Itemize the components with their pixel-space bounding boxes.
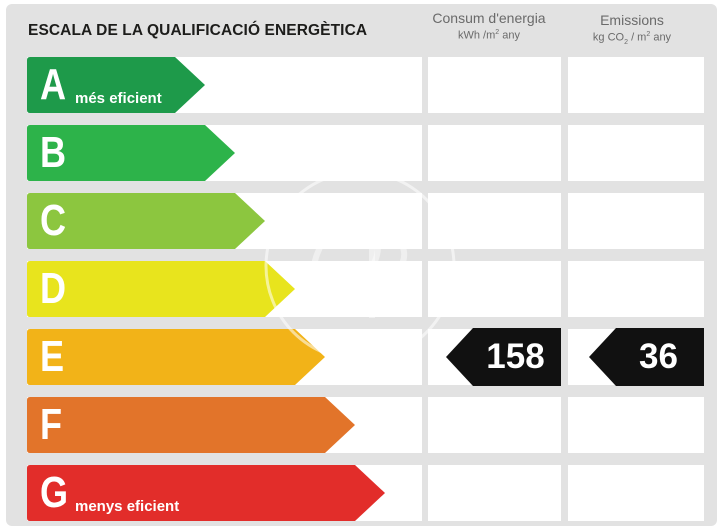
energy-column-unit: kWh /m2 any bbox=[458, 29, 520, 42]
grade-arrow-f: F bbox=[27, 397, 355, 453]
scale-title: ESCALA DE LA QUALIFICACIÓ ENERGÈTICA bbox=[28, 22, 368, 39]
energy-cell-f bbox=[428, 397, 561, 453]
emissions-rating-badge-value: 36 bbox=[639, 337, 678, 376]
grade-letter-d: D bbox=[40, 264, 67, 313]
grade-letter-b: B bbox=[40, 128, 67, 177]
emissions-cell-c bbox=[568, 193, 704, 249]
grade-letter-f: F bbox=[40, 400, 63, 449]
grade-letter-g: G bbox=[40, 468, 69, 517]
emissions-cell-d bbox=[568, 261, 704, 317]
emissions-cell-a bbox=[568, 57, 704, 113]
emissions-column-label: Emissions bbox=[600, 12, 664, 28]
grade-caption-a: més eficient bbox=[75, 90, 162, 107]
energy-column-label: Consum d'energia bbox=[432, 10, 546, 26]
energy-cell-b bbox=[428, 125, 561, 181]
emissions-cell-g bbox=[568, 465, 704, 521]
grade-arrow-d: D bbox=[27, 261, 295, 317]
energy-cell-a bbox=[428, 57, 561, 113]
energy-rating-badge-value: 158 bbox=[486, 337, 545, 376]
grade-letter-a: A bbox=[40, 60, 67, 109]
grade-letter-c: C bbox=[40, 196, 67, 245]
energy-column-header: Consum d'energia kWh /m2 any bbox=[428, 10, 550, 42]
grade-arrow-b: B bbox=[27, 125, 235, 181]
emissions-rating-badge: 36 bbox=[589, 328, 704, 386]
emissions-cell-b bbox=[568, 125, 704, 181]
grade-caption-g: menys eficient bbox=[75, 498, 180, 515]
grade-arrow-e: E bbox=[27, 329, 325, 385]
energy-rating-badge: 158 bbox=[446, 328, 561, 386]
energy-cell-g bbox=[428, 465, 561, 521]
emissions-cell-f bbox=[568, 397, 704, 453]
grade-letter-e: E bbox=[40, 332, 65, 381]
emissions-column-header: Emissions kg CO2 / m2 any bbox=[568, 12, 696, 46]
agency-logo-watermark bbox=[264, 170, 456, 362]
grade-arrow-c: C bbox=[27, 193, 265, 249]
emissions-column-unit: kg CO2 / m2 any bbox=[592, 31, 672, 46]
